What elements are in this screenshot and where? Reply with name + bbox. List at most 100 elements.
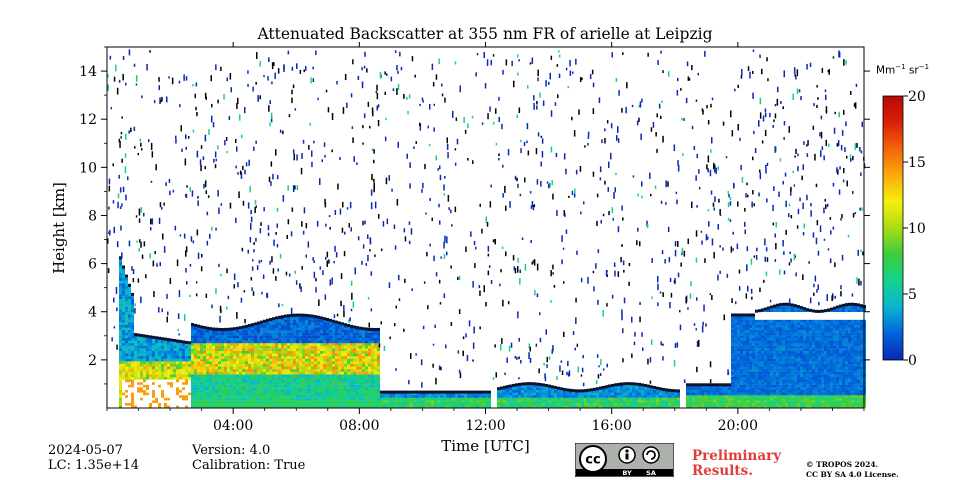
heatmap-cell [206, 353, 209, 357]
heatmap-cell [776, 330, 779, 333]
heatmap-cell [758, 389, 761, 393]
heatmap-cell [314, 340, 317, 344]
heatmap-cell [329, 322, 332, 325]
heatmap-cell [770, 379, 773, 383]
heatmap-cell [650, 389, 653, 393]
heatmap-cell [125, 389, 128, 393]
heatmap-cell [119, 405, 122, 409]
heatmap-cell [686, 397, 689, 401]
heatmap-cell [245, 337, 248, 341]
heatmap-cell [356, 382, 359, 385]
heatmap-cell [326, 337, 329, 341]
heatmap-cell [203, 340, 206, 344]
heatmap-cell [215, 343, 218, 346]
heatmap-cell [764, 382, 767, 385]
heatmap-cell [161, 405, 164, 409]
heatmap-cell [194, 348, 197, 351]
heatmap-cell [131, 298, 134, 302]
heatmap-cell [203, 374, 206, 377]
heatmap-cell [149, 397, 152, 401]
heatmap-cell [251, 374, 254, 377]
heatmap-cell [134, 387, 137, 390]
heatmap-cell [167, 382, 170, 385]
heatmap-cell [647, 405, 650, 409]
heatmap-cell [593, 395, 596, 398]
heatmap-cell [584, 400, 587, 403]
heatmap-cell [782, 392, 785, 396]
heatmap-column [737, 313, 740, 409]
heatmap-cell [776, 384, 779, 388]
layer-top-edge [605, 385, 608, 389]
heatmap-cell [737, 374, 740, 377]
heatmap-column [602, 385, 605, 409]
heatmap-cell [311, 345, 314, 349]
heatmap-cell [392, 395, 395, 398]
heatmap-cell [632, 387, 635, 390]
heatmap-cell [287, 317, 290, 320]
heatmap-cell [797, 382, 800, 385]
heatmap-cell [128, 337, 131, 341]
heatmap-cell [125, 309, 128, 312]
heatmap-cell [782, 306, 785, 310]
heatmap-cell [359, 363, 362, 367]
heatmap-cell [149, 384, 152, 388]
heatmap-cell [629, 392, 632, 396]
heatmap-cell [140, 337, 143, 341]
heatmap-cell [650, 397, 653, 401]
heatmap-cell [482, 397, 485, 401]
heatmap-cell [755, 356, 758, 359]
heatmap-cell [740, 324, 743, 328]
heatmap-cell [800, 348, 803, 351]
heatmap-cell [254, 387, 257, 390]
heatmap-cell [605, 405, 608, 409]
heatmap-cell [158, 397, 161, 401]
heatmap-cell [653, 405, 656, 409]
heatmap-cell [482, 402, 485, 406]
heatmap-cell [794, 369, 797, 372]
heatmap-cell [179, 356, 182, 359]
heatmap-cell [302, 348, 305, 351]
heatmap-cell [311, 337, 314, 341]
heatmap-cell [299, 350, 302, 354]
heatmap-cell [800, 371, 803, 375]
heatmap-cell [257, 330, 260, 333]
heatmap-cell [269, 330, 272, 333]
heatmap-cell [347, 332, 350, 336]
heatmap-cell [707, 402, 710, 406]
heatmap-cell [227, 337, 230, 341]
heatmap-cell [170, 387, 173, 390]
heatmap-column [581, 389, 584, 409]
heatmap-cell [791, 311, 794, 315]
heatmap-cell [347, 382, 350, 385]
heatmap-cell [323, 371, 326, 375]
heatmap-cell [233, 397, 236, 401]
heatmap-cell [194, 397, 197, 401]
heatmap-cell [383, 395, 386, 398]
heatmap-cell [770, 384, 773, 388]
heatmap-cell [740, 366, 743, 370]
heatmap-cell [440, 405, 443, 409]
heatmap-cell [155, 371, 158, 375]
heatmap-cell [800, 392, 803, 396]
heatmap-cell [611, 395, 614, 398]
heatmap-cell [272, 400, 275, 403]
heatmap-cell [473, 402, 476, 406]
heatmap-cell [197, 356, 200, 359]
heatmap-cell [164, 356, 167, 359]
heatmap-cell [200, 397, 203, 401]
heatmap-cell [233, 361, 236, 364]
heatmap-cell [128, 291, 131, 294]
heatmap-cell [641, 405, 644, 409]
heatmap-cell [131, 311, 134, 315]
heatmap-cell [773, 405, 776, 409]
heatmap-cell [389, 392, 392, 396]
heatmap-cell [335, 363, 338, 367]
heatmap-cell [245, 345, 248, 349]
heatmap-cell [353, 356, 356, 359]
heatmap-cell [251, 332, 254, 336]
heatmap-cell [638, 392, 641, 396]
heatmap-cell [251, 345, 254, 349]
heatmap-cell [785, 327, 788, 331]
heatmap-cell [308, 400, 311, 403]
heatmap-cell [230, 353, 233, 357]
